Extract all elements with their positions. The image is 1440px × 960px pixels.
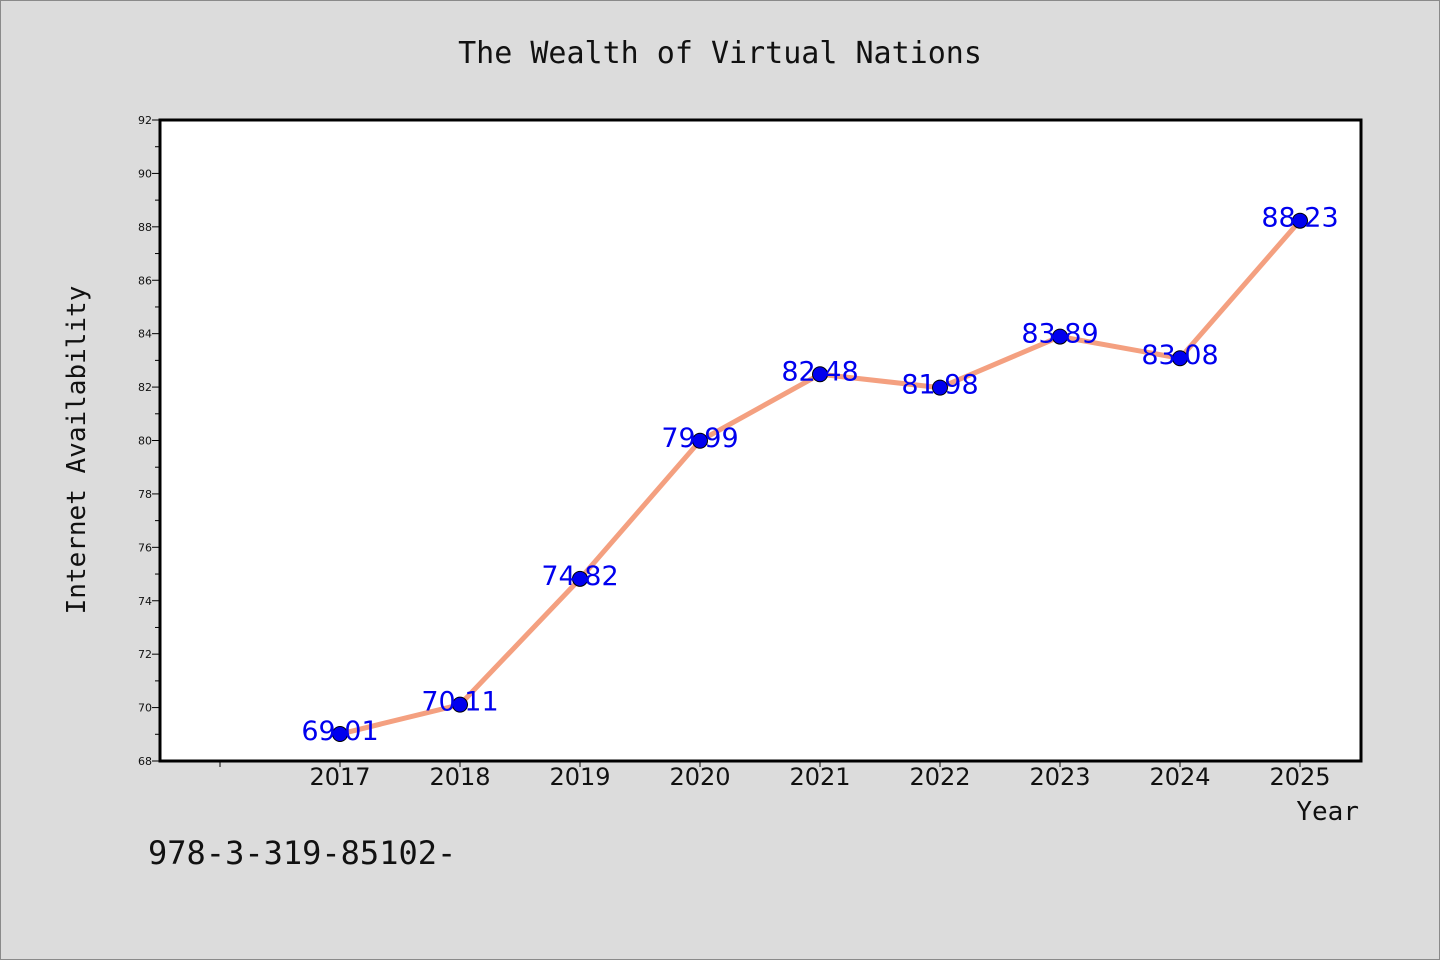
y-tick-label: 80 xyxy=(138,435,152,448)
data-point xyxy=(692,432,708,449)
data-label: 83.08 xyxy=(1141,340,1218,371)
data-label: 74.82 xyxy=(541,561,618,592)
x-tick-label: 2018 xyxy=(429,763,490,791)
y-tick-label: 90 xyxy=(138,167,152,180)
y-axis-label: Internet Availability xyxy=(62,286,92,615)
y-tick-label: 78 xyxy=(138,488,152,501)
data-label: 79.99 xyxy=(661,423,738,454)
data-point xyxy=(812,366,828,383)
data-point xyxy=(932,379,948,396)
x-tick-label: 2020 xyxy=(669,763,730,791)
y-tick-label: 74 xyxy=(138,595,152,608)
x-tick-label: 2019 xyxy=(549,763,610,791)
y-tick-label: 70 xyxy=(138,702,152,715)
data-label: 88.23 xyxy=(1261,203,1338,234)
data-point xyxy=(1292,212,1308,229)
footer-text: 978-3-319-85102- xyxy=(148,834,456,872)
data-point xyxy=(452,696,468,713)
chart-title: The Wealth of Virtual Nations xyxy=(458,36,982,71)
data-point xyxy=(1052,328,1068,345)
data-labels-group: 69.01 70.11 74.82 79.99 82.48 81.98 83.89 83.08… xyxy=(301,203,1338,747)
y-tick-label: 76 xyxy=(138,541,152,554)
x-tick-label: 2017 xyxy=(309,763,370,791)
data-point xyxy=(1172,350,1188,367)
x-tick-label: 2025 xyxy=(1269,763,1330,791)
data-label: 81.98 xyxy=(901,370,978,401)
y-tick-label: 82 xyxy=(138,381,152,394)
plot-area xyxy=(158,118,1363,763)
data-points-group xyxy=(332,212,1308,743)
x-tick-label: 2021 xyxy=(789,763,850,791)
x-tick-label: 2023 xyxy=(1029,763,1090,791)
data-label: 83.89 xyxy=(1021,319,1098,350)
y-tick-label: 86 xyxy=(138,274,152,287)
data-point xyxy=(572,570,588,587)
data-point xyxy=(332,726,348,743)
x-tick-label: 2024 xyxy=(1149,763,1210,791)
y-axis: 68 70 72 74 76 78 80 82 84 86 88 90 92 xyxy=(138,114,160,768)
x-tick-label: 2022 xyxy=(909,763,970,791)
y-tick-label: 92 xyxy=(138,114,152,127)
x-axis: 2017 2018 2019 2020 2021 2022 2023 2024 2025 xyxy=(219,761,1331,791)
y-tick-label: 68 xyxy=(138,755,152,768)
y-tick-label: 84 xyxy=(138,328,152,341)
y-tick-label: 72 xyxy=(138,648,152,661)
data-label: 70.11 xyxy=(421,687,498,718)
data-label: 82.48 xyxy=(781,356,858,387)
data-label: 69.01 xyxy=(301,716,378,747)
x-axis-label: Year xyxy=(1296,797,1359,827)
y-tick-label: 88 xyxy=(138,221,152,234)
